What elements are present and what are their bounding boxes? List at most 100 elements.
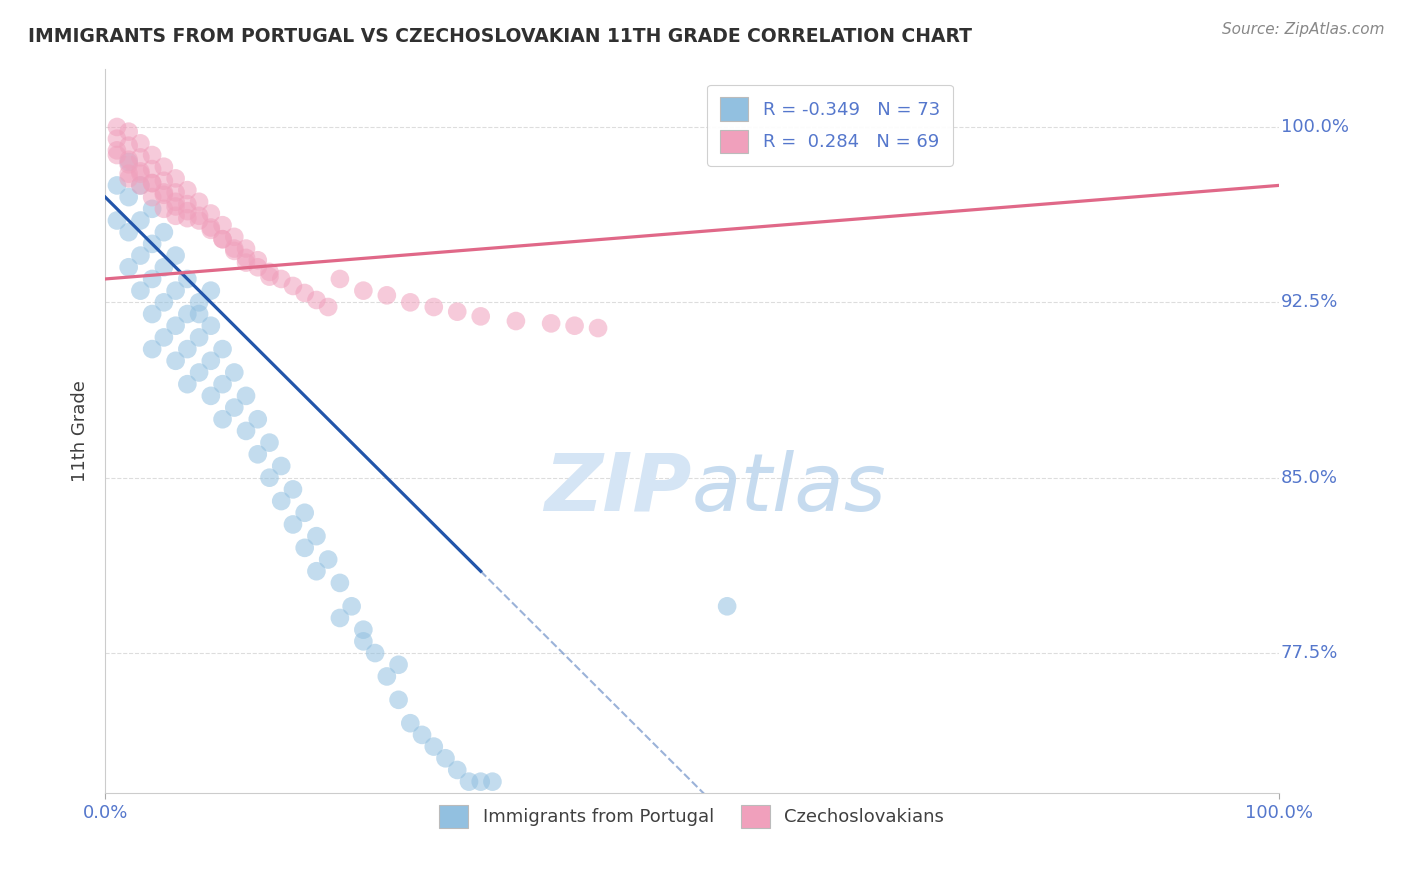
Point [235,255,257,269]
Point [411,728,433,742]
Point [387,693,409,707]
Point [118,125,141,139]
Point [153,174,176,188]
Point [564,318,586,333]
Point [176,307,198,321]
Point [129,164,152,178]
Point [165,199,187,213]
Point [246,412,269,426]
Point [188,209,211,223]
Point [481,774,503,789]
Point [118,171,141,186]
Point [387,657,409,672]
Point [165,209,187,223]
Point [129,136,152,151]
Point [259,471,281,485]
Point [246,253,269,268]
Point [305,529,328,543]
Point [141,342,163,356]
Point [176,272,198,286]
Point [270,494,292,508]
Point [224,244,246,258]
Point [246,447,269,461]
Point [141,202,163,216]
Point [259,435,281,450]
Point [118,167,141,181]
Point [399,295,422,310]
Point [200,389,222,403]
Point [129,178,152,193]
Point [129,213,152,227]
Point [329,611,352,625]
Point [235,389,257,403]
Text: 92.5%: 92.5% [1281,293,1339,311]
Point [423,300,446,314]
Point [141,148,163,162]
Point [281,279,304,293]
Point [211,377,233,392]
Point [165,194,187,209]
Point [200,223,222,237]
Point [423,739,446,754]
Point [165,353,187,368]
Point [352,634,374,648]
Point [165,284,187,298]
Point [105,131,128,145]
Text: Source: ZipAtlas.com: Source: ZipAtlas.com [1222,22,1385,37]
Point [105,120,128,134]
Point [270,458,292,473]
Point [586,321,609,335]
Point [176,197,198,211]
Text: ZIP: ZIP [544,450,692,528]
Point [540,317,562,331]
Text: 85.0%: 85.0% [1281,468,1339,487]
Point [118,225,141,239]
Point [352,284,374,298]
Point [188,307,211,321]
Point [141,162,163,177]
Point [364,646,387,660]
Point [176,204,198,219]
Point [224,401,246,415]
Point [141,190,163,204]
Point [281,483,304,497]
Point [176,342,198,356]
Point [305,564,328,578]
Point [153,186,176,200]
Point [188,213,211,227]
Point [141,236,163,251]
Point [505,314,527,328]
Point [176,183,198,197]
Point [200,318,222,333]
Point [153,295,176,310]
Text: 77.5%: 77.5% [1281,644,1339,662]
Point [188,295,211,310]
Point [105,148,128,162]
Point [329,272,352,286]
Point [270,272,292,286]
Point [281,517,304,532]
Point [716,599,738,614]
Point [176,377,198,392]
Point [340,599,363,614]
Point [294,506,316,520]
Point [211,232,233,246]
Point [375,288,398,302]
Point [200,284,222,298]
Point [153,330,176,344]
Point [211,412,233,426]
Point [375,669,398,683]
Point [246,260,269,275]
Point [118,155,141,169]
Point [259,269,281,284]
Point [235,242,257,256]
Text: IMMIGRANTS FROM PORTUGAL VS CZECHOSLOVAKIAN 11TH GRADE CORRELATION CHART: IMMIGRANTS FROM PORTUGAL VS CZECHOSLOVAK… [28,27,972,45]
Point [211,232,233,246]
Point [118,260,141,275]
Point [235,424,257,438]
Point [224,366,246,380]
Point [118,190,141,204]
Point [188,366,211,380]
Point [153,225,176,239]
Point [118,138,141,153]
